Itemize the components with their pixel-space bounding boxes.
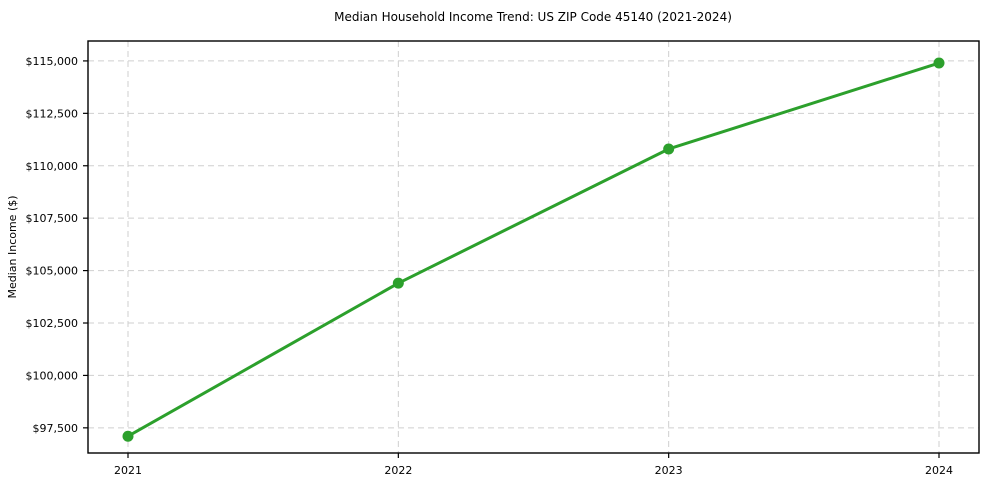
y-tick-label: $115,000 (26, 55, 79, 68)
y-tick-label: $112,500 (26, 107, 79, 120)
y-tick-label: $102,500 (26, 317, 79, 330)
chart-title: Median Household Income Trend: US ZIP Co… (334, 10, 732, 24)
grid-layer (88, 41, 979, 453)
x-tick-label: 2023 (655, 464, 683, 477)
y-tick-label: $97,500 (33, 422, 79, 435)
y-axis-label: Median Income ($) (6, 195, 19, 298)
data-point (933, 57, 945, 69)
plot-border (87, 40, 980, 454)
x-tick-label: 2022 (384, 464, 412, 477)
data-point (392, 277, 404, 289)
y-tick-label: $100,000 (26, 369, 79, 382)
axes-layer: $97,500 $100,000 $102,500 $105,000 $107,500 $… (26, 40, 980, 477)
y-tick-label: $107,500 (26, 212, 79, 225)
y-tick-label: $105,000 (26, 265, 79, 278)
series-layer (122, 57, 945, 442)
trend-line (126, 61, 941, 438)
x-tick-label: 2021 (114, 464, 142, 477)
x-tick-label: 2024 (925, 464, 953, 477)
data-point (663, 143, 675, 155)
y-tick-label: $110,000 (26, 160, 79, 173)
data-point (122, 430, 134, 442)
